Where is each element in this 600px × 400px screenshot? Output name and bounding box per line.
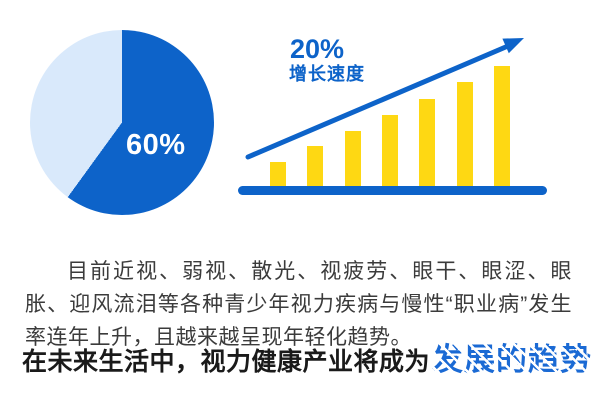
bar — [270, 162, 286, 187]
pie-slice-label: 60% — [126, 129, 186, 161]
growth-rate-caption: 增长速度 — [289, 64, 365, 84]
bar-group — [270, 66, 510, 187]
body-paragraph: 目前近视、弱视、散光、视疲劳、眼干、眼涩、眼胀、迎风流泪等各种青少年视力疾病与慢… — [25, 260, 572, 349]
bar — [381, 115, 398, 187]
headline-prefix: 在未来生活中，视力健康产业将成为 — [22, 348, 431, 376]
headline: 在未来生活中，视力健康产业将成为 发展的趋势 — [22, 334, 592, 379]
bar — [419, 99, 436, 187]
bar — [493, 66, 510, 187]
bar — [307, 146, 324, 187]
bar — [344, 131, 361, 187]
headline-highlight: 发展的趋势 — [432, 334, 592, 379]
trend-arrow-icon — [245, 38, 524, 160]
growth-rate-value: 20% — [290, 34, 345, 64]
chart-baseline — [238, 186, 547, 195]
pie-chart: 60% — [30, 30, 214, 215]
bar-chart — [238, 30, 547, 195]
bar — [456, 82, 473, 187]
